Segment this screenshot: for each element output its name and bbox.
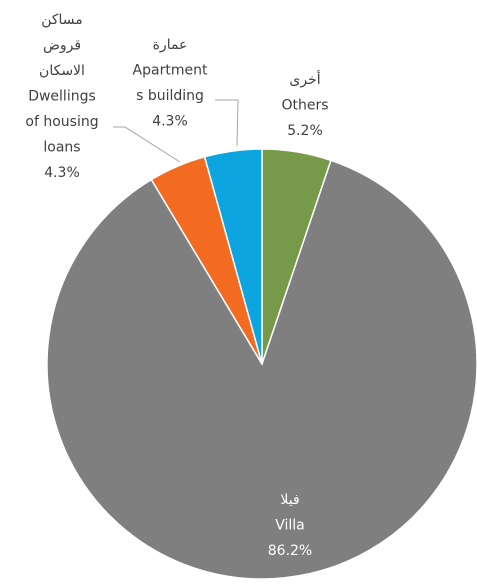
slice-label: أخرى bbox=[289, 70, 320, 88]
slice-label: Villa bbox=[275, 518, 305, 534]
slice-label: loans bbox=[43, 140, 80, 156]
slice-label: Others bbox=[281, 98, 328, 114]
value-label: 5.2% bbox=[287, 123, 323, 139]
slice-label: Apartment bbox=[133, 63, 208, 79]
slice-label: of housing bbox=[25, 114, 98, 130]
slice-label: قروض bbox=[43, 38, 81, 54]
slice-label: Dwellings bbox=[28, 89, 96, 105]
slice-label: عمارة bbox=[153, 37, 188, 53]
leader-line bbox=[113, 126, 181, 163]
slice-label: الاسكان bbox=[39, 63, 85, 79]
value-label: 4.3% bbox=[152, 114, 188, 130]
slice-label: s building bbox=[136, 88, 204, 104]
value-label: 4.3% bbox=[44, 165, 80, 181]
pie-slice bbox=[203, 148, 263, 365]
value-label: 86.2% bbox=[268, 543, 312, 559]
pie-slice bbox=[46, 159, 477, 580]
slice-label: مساكن bbox=[41, 12, 83, 28]
leader-line bbox=[215, 99, 239, 147]
slice-label: فيلا bbox=[280, 492, 299, 508]
